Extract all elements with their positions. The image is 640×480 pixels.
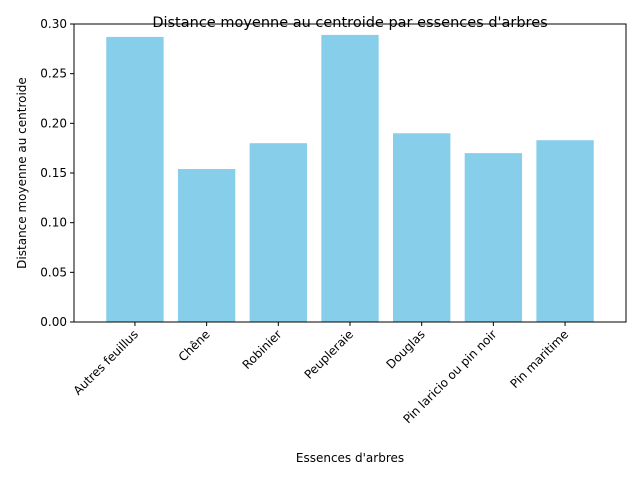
bars-group xyxy=(106,34,594,323)
y-axis-label: Distance moyenne au centroide xyxy=(15,77,29,269)
bar-4 xyxy=(393,133,451,322)
x-tick-label: Peupleraie xyxy=(302,327,357,382)
y-tick-label: 0.20 xyxy=(40,116,67,130)
y-tick-label: 0.25 xyxy=(40,67,67,81)
chart-title: Distance moyenne au centroide par essenc… xyxy=(152,15,547,31)
bar-6 xyxy=(536,140,594,322)
bar-2 xyxy=(249,143,307,322)
x-tick-label: Robinier xyxy=(240,327,285,372)
plot-frame xyxy=(73,23,627,323)
y-tick-label: 0.10 xyxy=(40,216,67,230)
y-axis-ticks: 0.00 0.05 0.10 0.15 0.20 0.25 0.30 xyxy=(40,17,74,329)
x-tick-label: Autres feuillus xyxy=(71,327,142,398)
y-tick-label: 0.30 xyxy=(40,17,67,31)
y-tick-label: 0.00 xyxy=(40,315,67,329)
x-tick-label: Douglas xyxy=(383,327,427,371)
bar-1 xyxy=(177,169,236,322)
bar-0 xyxy=(106,36,164,323)
y-tick-label: 0.05 xyxy=(40,265,67,279)
bar-3 xyxy=(321,34,379,322)
x-tick-label: Chêne xyxy=(176,327,213,364)
x-axis-ticks: Autres feuillus Chêne Robinier Peupleraie Do… xyxy=(71,322,571,426)
y-tick-label: 0.15 xyxy=(40,166,67,180)
bar-5 xyxy=(464,153,523,322)
x-tick-label: Pin maritime xyxy=(507,327,571,391)
x-axis-label: Essences d'arbres xyxy=(296,451,404,465)
